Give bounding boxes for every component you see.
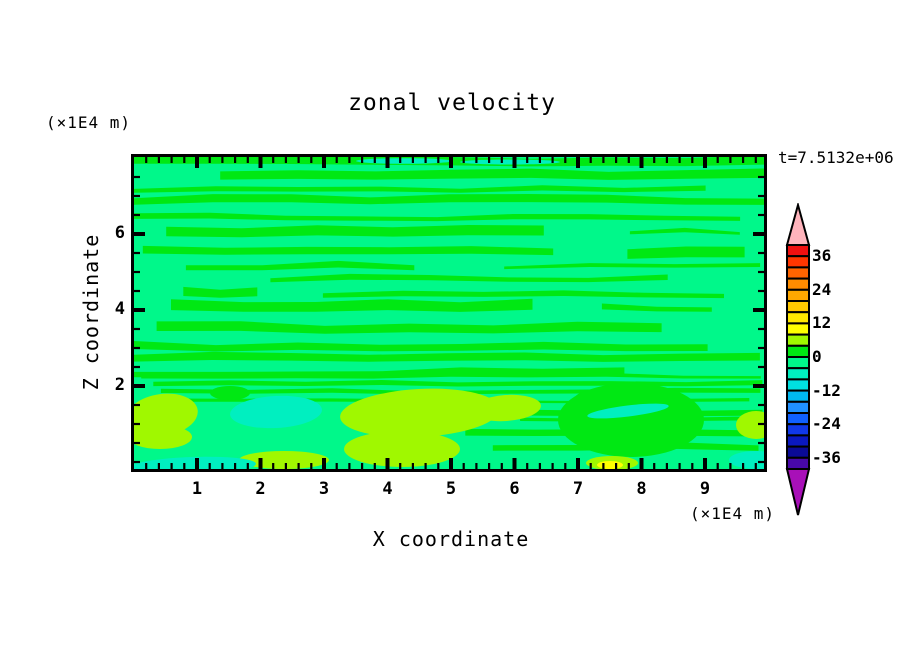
- contour-field: [134, 157, 764, 469]
- x-tick-label: 6: [509, 479, 520, 499]
- x-tick-label: 9: [699, 479, 711, 499]
- time-annotation: t=7.5132e+06: [778, 148, 894, 167]
- x-axis-unit-label: (×1E4 m): [689, 504, 775, 523]
- plot-area: [131, 154, 767, 472]
- y-tick-label: 2: [114, 375, 125, 395]
- colorbar-tick-label: -24: [812, 414, 841, 434]
- colorbar-tick-label: 0: [812, 347, 822, 366]
- y-tick-label: 6: [114, 223, 125, 243]
- x-tick-label: 3: [318, 479, 330, 499]
- x-tick-label: 5: [445, 479, 457, 499]
- colorbar-tick-label: -36: [812, 447, 841, 467]
- colorbar: [785, 203, 811, 516]
- colorbar-tick-label: 36: [812, 246, 832, 266]
- x-tick-label: 4: [382, 479, 393, 499]
- colorbar-tick-label: 24: [812, 279, 832, 299]
- colorbar-tick-label: -12: [812, 380, 841, 400]
- colorbar-tick-label: 12: [812, 313, 832, 333]
- y-axis-unit-label: (×1E4 m): [46, 113, 132, 132]
- x-tick-label: 7: [572, 479, 584, 499]
- y-tick-label: 4: [114, 299, 125, 319]
- x-axis-title: X coordinate: [372, 527, 530, 551]
- x-tick-label: 8: [636, 479, 647, 499]
- plot-title: zonal velocity: [348, 90, 556, 116]
- x-tick-label: 1: [191, 479, 203, 499]
- x-tick-label: 2: [255, 479, 266, 499]
